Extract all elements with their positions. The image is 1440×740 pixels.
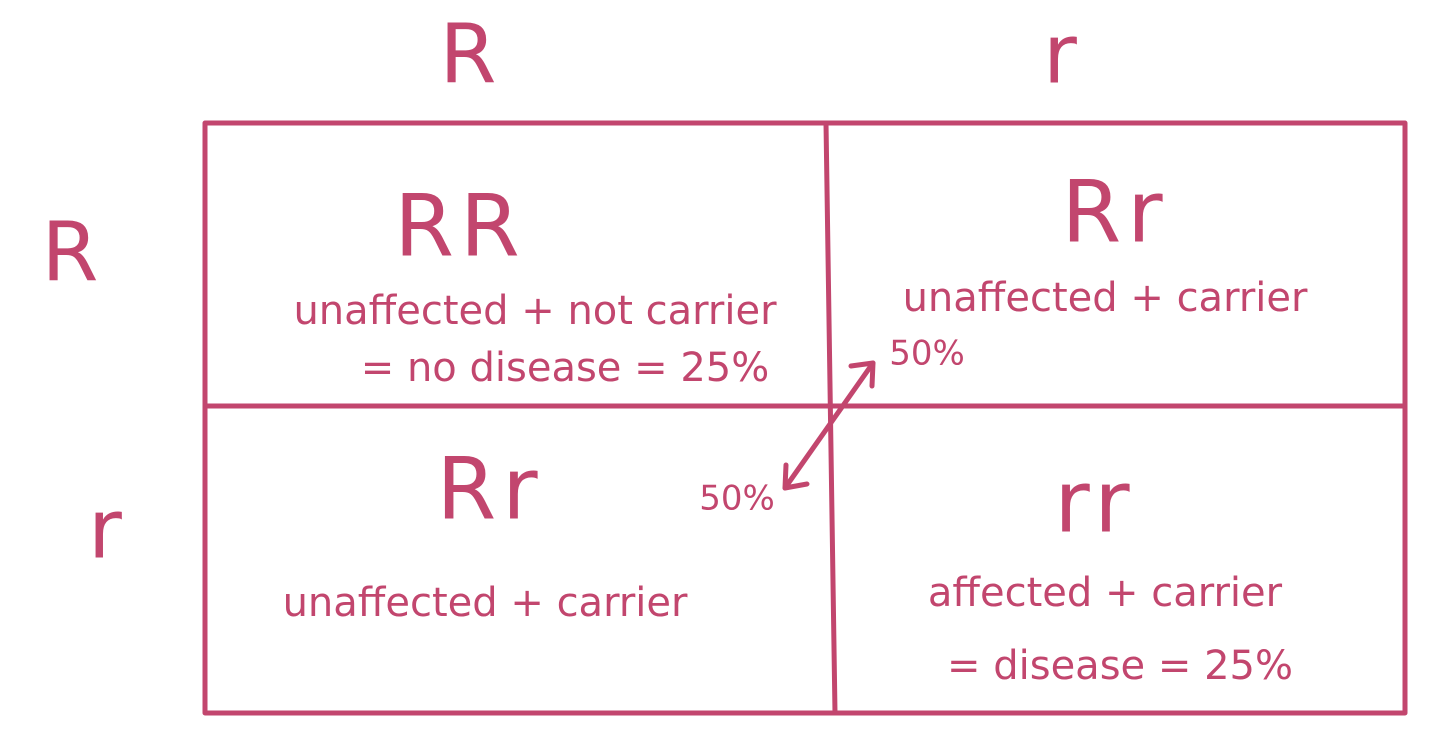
genotype: Rr — [1061, 162, 1168, 262]
double-arrow — [782, 360, 876, 491]
genotype: Rr — [436, 439, 543, 539]
column-header: r — [1043, 7, 1077, 102]
genotype: rr — [1054, 452, 1135, 552]
grid-divider-vertical — [823, 120, 838, 716]
arrow-label: 50% — [699, 479, 775, 519]
cell-note: unaffected + carrier — [283, 580, 688, 626]
cell-note: unaffected + carrier — [903, 275, 1308, 321]
column-header: R — [440, 7, 497, 102]
arrow-label: 50% — [889, 334, 965, 374]
genotype: RR — [394, 176, 526, 276]
row-header: R — [42, 205, 99, 300]
cell-note: unaffected + not carrier — [293, 288, 777, 334]
cell-note: affected + carrier — [928, 570, 1283, 616]
cell-note: = no disease = 25% — [361, 345, 770, 391]
row-header: r — [88, 482, 122, 577]
cell-note: = disease = 25% — [947, 643, 1293, 689]
grid-border — [202, 120, 1408, 716]
